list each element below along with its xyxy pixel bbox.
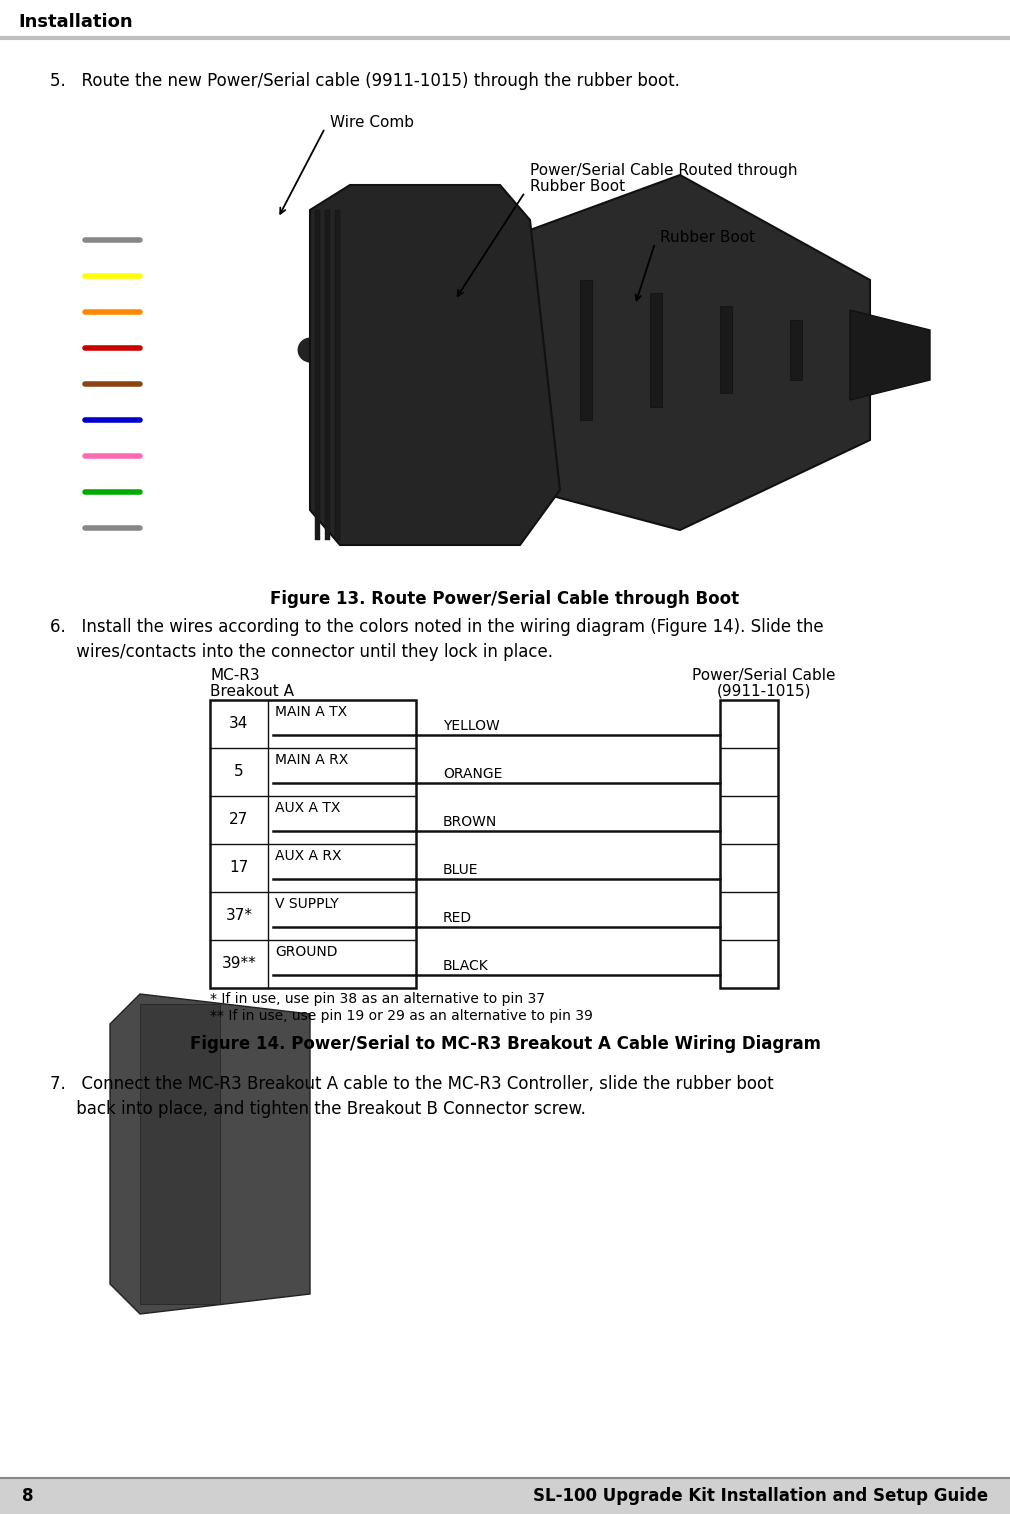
Text: Installation: Installation (18, 14, 132, 30)
Text: Wire Comb: Wire Comb (330, 115, 414, 130)
Text: Power/Serial Cable Routed through: Power/Serial Cable Routed through (530, 164, 798, 179)
Text: 37*: 37* (225, 908, 252, 924)
Text: YELLOW: YELLOW (442, 719, 500, 733)
Bar (315, 210, 320, 540)
Bar (720, 699, 778, 989)
Bar (790, 319, 802, 380)
Text: 6.   Install the wires according to the colors noted in the wiring diagram (Figu: 6. Install the wires according to the co… (50, 618, 823, 636)
Text: * If in use, use pin 38 as an alternative to pin 37: * If in use, use pin 38 as an alternativ… (210, 992, 545, 1005)
Polygon shape (850, 310, 930, 400)
Text: GROUND: GROUND (275, 945, 337, 958)
Text: V SUPPLY: V SUPPLY (275, 896, 338, 911)
Text: Figure 14. Power/Serial to MC-R3 Breakout A Cable Wiring Diagram: Figure 14. Power/Serial to MC-R3 Breakou… (190, 1036, 820, 1054)
Text: MC-R3: MC-R3 (210, 668, 260, 683)
Text: SL-100 Upgrade Kit Installation and Setup Guide: SL-100 Upgrade Kit Installation and Setu… (533, 1487, 988, 1505)
Text: 5: 5 (234, 765, 243, 780)
Text: Power/Serial Cable: Power/Serial Cable (692, 668, 835, 683)
Text: MAIN A RX: MAIN A RX (275, 752, 348, 768)
Text: MAIN A TX: MAIN A TX (275, 706, 347, 719)
Text: BLACK: BLACK (442, 958, 489, 972)
Text: 27: 27 (229, 813, 248, 828)
Text: 34: 34 (229, 716, 248, 731)
Text: 8: 8 (22, 1487, 33, 1505)
Bar (650, 294, 662, 407)
Text: ORANGE: ORANGE (442, 766, 502, 781)
Bar (210, 699, 416, 989)
Text: AUX A TX: AUX A TX (275, 801, 340, 815)
Text: (9911-1015): (9911-1015) (717, 684, 811, 699)
Text: BROWN: BROWN (442, 815, 497, 828)
Polygon shape (310, 185, 560, 545)
Text: 7.   Connect the MC-R3 Breakout A cable to the MC-R3 Controller, slide the rubbe: 7. Connect the MC-R3 Breakout A cable to… (50, 1075, 774, 1093)
Text: BLUE: BLUE (442, 863, 479, 877)
Bar (580, 280, 592, 419)
Text: Breakout A: Breakout A (210, 684, 294, 699)
Bar (325, 210, 330, 540)
Bar (140, 1004, 220, 1304)
Text: AUX A RX: AUX A RX (275, 849, 341, 863)
Text: back into place, and tighten the Breakout B Connector screw.: back into place, and tighten the Breakou… (50, 1101, 586, 1117)
Text: 5.   Route the new Power/Serial cable (9911-1015) through the rubber boot.: 5. Route the new Power/Serial cable (991… (50, 73, 680, 89)
Text: 17: 17 (229, 860, 248, 875)
Polygon shape (530, 176, 870, 530)
Text: ** If in use, use pin 19 or 29 as an alternative to pin 39: ** If in use, use pin 19 or 29 as an alt… (210, 1008, 593, 1023)
Bar (0, 1478, 1010, 1514)
Text: 39**: 39** (221, 957, 257, 972)
Text: RED: RED (442, 910, 472, 925)
Bar (80, 104, 930, 575)
Polygon shape (110, 995, 310, 1314)
Text: Rubber Boot: Rubber Boot (660, 230, 755, 245)
Text: wires/contacts into the connector until they lock in place.: wires/contacts into the connector until … (50, 643, 553, 662)
Bar (335, 210, 340, 540)
Bar (720, 306, 732, 394)
Text: Rubber Boot: Rubber Boot (530, 179, 625, 194)
Text: Figure 13. Route Power/Serial Cable through Boot: Figure 13. Route Power/Serial Cable thro… (271, 590, 739, 609)
